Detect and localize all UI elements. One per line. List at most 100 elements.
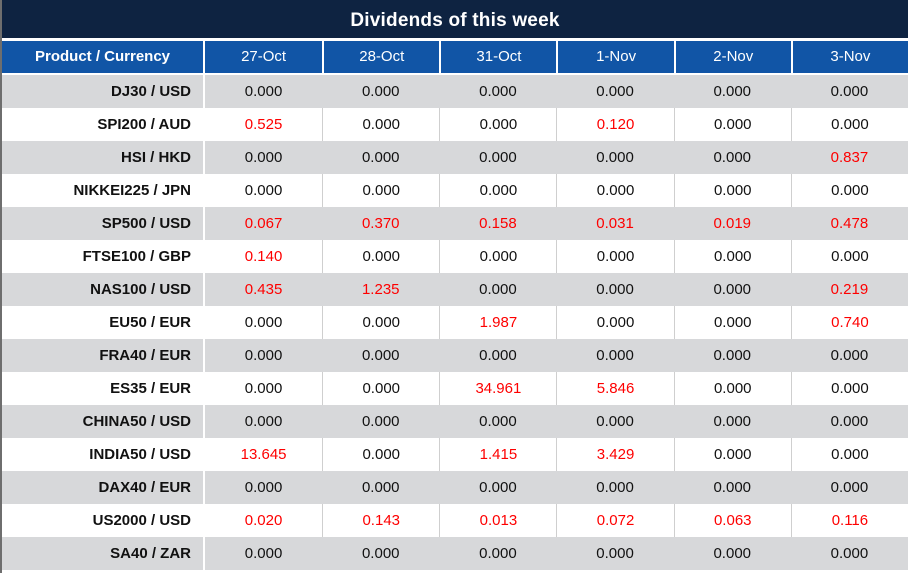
dividend-value: 0.000 [244,182,283,199]
dividend-value: 0.140 [244,248,283,265]
product-label: DJ30 / USD [2,75,205,108]
dividend-value: 0.020 [244,512,283,529]
dividend-value: 0.525 [244,116,283,133]
dividend-value: 0.000 [596,347,634,364]
dividend-value: 0.000 [244,479,283,496]
dividend-value: 0.000 [361,83,400,100]
column-header-date: 1-Nov [556,41,673,73]
table-row: INDIA50 / USD 13.645 0.000 1.415 3.429 0.000 0… [2,438,908,471]
dividend-value: 0.000 [361,545,400,562]
dividend-value: 0.000 [244,314,283,331]
dividend-value: 0.370 [361,215,400,232]
dividend-value: 0.000 [790,108,908,141]
dividend-value: 0.000 [830,413,869,430]
dividend-value: 13.645 [240,446,287,463]
dividend-value: 0.067 [244,215,283,232]
dividend-value: 0.000 [479,281,517,298]
dividend-value: 0.000 [439,108,556,141]
dividend-value: 0.143 [322,504,439,537]
dividend-value: 0.000 [322,306,439,339]
dividend-value: 0.000 [556,174,673,207]
dividend-value: 0.000 [713,149,752,166]
column-header-date: 27-Oct [241,48,287,65]
table-row: DJ30 / USD 0.000 0.000 0.000 0.000 0.000 0.000 [2,75,908,108]
table-header: Product / Currency 27-Oct 28-Oct 31-Oct 1-N… [2,41,908,75]
table-body: DJ30 / USD 0.000 0.000 0.000 0.000 0.000 0.000… [2,75,908,570]
dividend-value: 0.000 [244,149,283,166]
dividend-value: 5.846 [556,372,673,405]
table-row: ES35 / EUR 0.000 0.000 34.961 5.846 0.000 0.00… [2,372,908,405]
product-label: SPI200 / AUD [2,108,205,141]
table-row: FRA40 / EUR 0.000 0.000 0.000 0.000 0.000 0.00… [2,339,908,372]
dividend-value: 0.000 [713,83,752,100]
column-header-date: 28-Oct [322,41,439,73]
product-label: FTSE100 / GBP [2,240,205,273]
dividend-value: 3.429 [556,438,673,471]
dividend-value: 0.478 [830,215,869,232]
dividend-value: 0.000 [479,413,517,430]
dividend-value: 0.000 [790,240,908,273]
table-row: US2000 / USD 0.020 0.143 0.013 0.072 0.063 0.1… [2,504,908,537]
dividend-value: 0.000 [713,347,752,364]
dividend-value: 0.000 [244,545,283,562]
column-header-date: 3-Nov [790,41,908,73]
table-row: NIKKEI225 / JPN 0.000 0.000 0.000 0.000 0.000… [2,174,908,207]
dividend-value: 0.019 [713,215,752,232]
dividend-value: 0.000 [556,306,673,339]
table-row: SP500 / USD 0.067 0.370 0.158 0.031 0.019 0.47… [2,207,908,240]
product-label: DAX40 / EUR [2,471,205,504]
dividend-value: 0.000 [361,149,400,166]
table-row: FTSE100 / GBP 0.140 0.000 0.000 0.000 0.000 0.… [2,240,908,273]
dividend-value: 0.000 [244,380,283,397]
dividend-value: 0.000 [830,545,869,562]
dividend-value: 0.120 [556,108,673,141]
product-label: FRA40 / EUR [2,339,205,372]
product-label: CHINA50 / USD [2,405,205,438]
dividend-value: 0.000 [596,149,634,166]
dividend-value: 0.000 [790,372,908,405]
dividend-value: 0.000 [244,347,283,364]
dividend-value: 0.000 [596,83,634,100]
dividend-value: 0.000 [596,479,634,496]
dividend-value: 0.000 [439,174,556,207]
table-title: Dividends of this week [2,0,908,41]
column-header-date: 2-Nov [673,41,791,73]
product-label: SP500 / USD [2,207,205,240]
dividend-value: 0.000 [361,347,400,364]
dividend-value: 0.000 [830,347,869,364]
dividend-value: 0.000 [790,438,908,471]
dividend-value: 1.415 [439,438,556,471]
dividend-value: 0.063 [673,504,791,537]
dividend-value: 0.000 [673,306,791,339]
dividend-value: 0.000 [673,372,791,405]
dividend-value: 0.000 [322,438,439,471]
dividend-value: 0.158 [479,215,517,232]
dividend-value: 0.013 [439,504,556,537]
dividend-value: 0.000 [322,174,439,207]
table-row: DAX40 / EUR 0.000 0.000 0.000 0.000 0.000 0.00… [2,471,908,504]
dividend-value: 0.000 [830,83,869,100]
product-label: NAS100 / USD [2,273,205,306]
dividend-value: 0.031 [596,215,634,232]
product-label: US2000 / USD [2,504,205,537]
dividend-value: 0.000 [713,545,752,562]
dividend-value: 0.000 [322,372,439,405]
product-label: ES35 / EUR [2,372,205,405]
dividend-value: 0.000 [596,545,634,562]
dividend-value: 0.000 [713,413,752,430]
product-label: EU50 / EUR [2,306,205,339]
product-label: HSI / HKD [2,141,205,174]
dividend-value: 0.000 [830,479,869,496]
dividend-value: 0.000 [244,83,283,100]
table-row: CHINA50 / USD 0.000 0.000 0.000 0.000 0.000 0.… [2,405,908,438]
dividend-value: 0.000 [673,174,791,207]
dividend-value: 0.000 [361,413,400,430]
dividend-value: 0.000 [479,83,517,100]
dividend-value: 0.000 [673,108,791,141]
dividend-value: 0.000 [322,108,439,141]
table-row: EU50 / EUR 0.000 0.000 1.987 0.000 0.000 0.740 [2,306,908,339]
dividend-value: 0.000 [790,174,908,207]
table-row: SPI200 / AUD 0.525 0.000 0.000 0.120 0.000 0.0… [2,108,908,141]
dividend-value: 0.000 [713,281,752,298]
